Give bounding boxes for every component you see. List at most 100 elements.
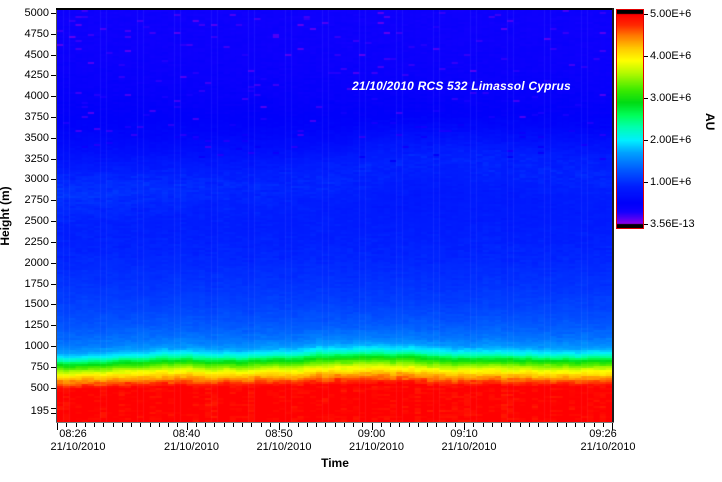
x-minor-tick-mark — [140, 423, 142, 427]
x-major-tick-mark — [186, 423, 188, 430]
x-minor-tick-mark — [269, 423, 271, 427]
x-minor-tick-mark — [75, 423, 77, 427]
x-minor-tick-mark — [251, 423, 253, 427]
x-minor-tick-mark — [602, 423, 604, 427]
x-major-tick-mark — [371, 423, 373, 430]
x-minor-tick-mark — [260, 423, 262, 427]
y-tick-mark — [51, 283, 56, 285]
x-tick-time-label: 08:26 — [59, 428, 87, 440]
y-tick-label: 750 — [30, 360, 49, 373]
heatmap-plot-canvas — [57, 10, 612, 422]
y-tick-label: 1000 — [24, 339, 49, 352]
y-tick-mark — [51, 117, 56, 119]
colorbar-tick-mark — [644, 98, 648, 99]
colorbar-tick-label: 3.00E+6 — [650, 92, 692, 104]
colorbar-tick-label: 3.56E-13 — [650, 218, 695, 230]
x-minor-tick-mark — [325, 423, 327, 427]
y-tick-label: 5000 — [24, 7, 49, 19]
x-minor-tick-mark — [436, 423, 438, 427]
y-tick-mark — [51, 158, 56, 160]
x-minor-tick-mark — [242, 423, 243, 427]
colorbar-tick-label: 4.00E+6 — [650, 50, 692, 62]
y-tick-mark — [51, 241, 56, 243]
x-minor-tick-mark — [528, 423, 530, 427]
y-tick-label: 4750 — [24, 27, 49, 40]
x-tick-date-label: 21/10/2010 — [50, 441, 106, 453]
x-tick-time-label: 09:10 — [450, 428, 478, 440]
x-minor-tick-mark — [112, 423, 114, 427]
x-minor-tick-mark — [593, 423, 595, 427]
x-minor-tick-mark — [121, 423, 123, 427]
x-tick-time-label: 08:50 — [265, 428, 293, 440]
x-minor-tick-mark — [482, 423, 484, 427]
y-tick-mark — [51, 13, 56, 14]
y-tick-label: 2500 — [24, 215, 49, 228]
x-minor-tick-mark — [158, 423, 160, 427]
y-tick-label: 4500 — [24, 48, 49, 61]
x-minor-tick-mark — [445, 423, 447, 427]
x-minor-tick-mark — [380, 423, 382, 427]
plot-x-axis-line — [56, 422, 614, 423]
x-minor-tick-mark — [334, 423, 336, 427]
x-minor-tick-mark — [131, 423, 132, 427]
x-minor-tick-mark — [473, 423, 475, 427]
x-tick-date-label: 21/10/2010 — [580, 441, 636, 453]
y-tick-mark — [51, 179, 56, 181]
colorbar-tick-mark — [644, 224, 648, 225]
x-minor-tick-mark — [306, 423, 308, 427]
x-minor-tick-mark — [232, 423, 234, 427]
colorbar-tick-mark — [644, 14, 648, 15]
y-tick-mark — [51, 366, 56, 368]
y-axis-title: Height (m) — [0, 186, 12, 246]
y-tick-label: 1750 — [24, 277, 49, 290]
x-major-tick-mark — [464, 423, 465, 430]
y-tick-label: 1250 — [24, 319, 49, 332]
x-minor-tick-mark — [519, 423, 521, 427]
x-tick-time-label: 09:26 — [589, 428, 617, 440]
colorbar-tick-mark — [644, 140, 648, 141]
x-tick-date-label: 21/10/2010 — [256, 441, 312, 453]
x-major-tick-mark — [57, 423, 58, 430]
y-tick-mark — [51, 304, 56, 306]
x-minor-tick-mark — [353, 423, 354, 427]
x-minor-tick-mark — [556, 423, 558, 427]
x-minor-tick-mark — [510, 423, 512, 427]
y-tick-mark — [51, 345, 56, 347]
plot-border-right — [612, 8, 614, 423]
colorbar-title: AU — [703, 113, 717, 131]
x-minor-tick-mark — [343, 423, 345, 427]
x-minor-tick-mark — [408, 423, 410, 427]
x-minor-tick-mark — [177, 423, 179, 427]
y-tick-label: 3750 — [24, 111, 49, 124]
x-minor-tick-mark — [66, 423, 68, 427]
colorbar-gradient-canvas — [617, 10, 643, 228]
x-minor-tick-mark — [297, 423, 299, 427]
x-minor-tick-mark — [427, 423, 428, 427]
x-tick-date-label: 21/10/2010 — [441, 441, 497, 453]
x-minor-tick-mark — [288, 423, 290, 427]
colorbar-tick-label: 2.00E+6 — [650, 134, 692, 146]
y-tick-label: 4250 — [24, 69, 49, 82]
y-tick-mark — [51, 325, 56, 327]
colorbar-tick-label: 1.00E+6 — [650, 176, 692, 188]
x-major-tick-mark — [612, 423, 613, 430]
y-tick-label: 4000 — [24, 90, 49, 103]
y-tick-label: 195 — [30, 405, 49, 417]
y-tick-mark — [51, 200, 56, 202]
x-minor-tick-mark — [362, 423, 364, 427]
y-tick-label: 3000 — [24, 173, 49, 186]
y-tick-mark — [51, 75, 56, 77]
y-tick-label: 1500 — [24, 298, 49, 311]
y-tick-mark — [51, 387, 56, 389]
y-tick-mark — [51, 54, 56, 56]
colorbar-tick-label: 5.00E+6 — [650, 8, 692, 20]
x-minor-tick-mark — [84, 423, 86, 427]
x-minor-tick-mark — [195, 423, 197, 427]
y-tick-mark — [51, 413, 56, 414]
x-tick-date-label: 21/10/2010 — [348, 441, 405, 453]
x-minor-tick-mark — [575, 423, 576, 427]
y-tick-label: 500 — [30, 381, 49, 394]
plot-border-left — [56, 10, 57, 423]
x-minor-tick-mark — [538, 423, 539, 427]
